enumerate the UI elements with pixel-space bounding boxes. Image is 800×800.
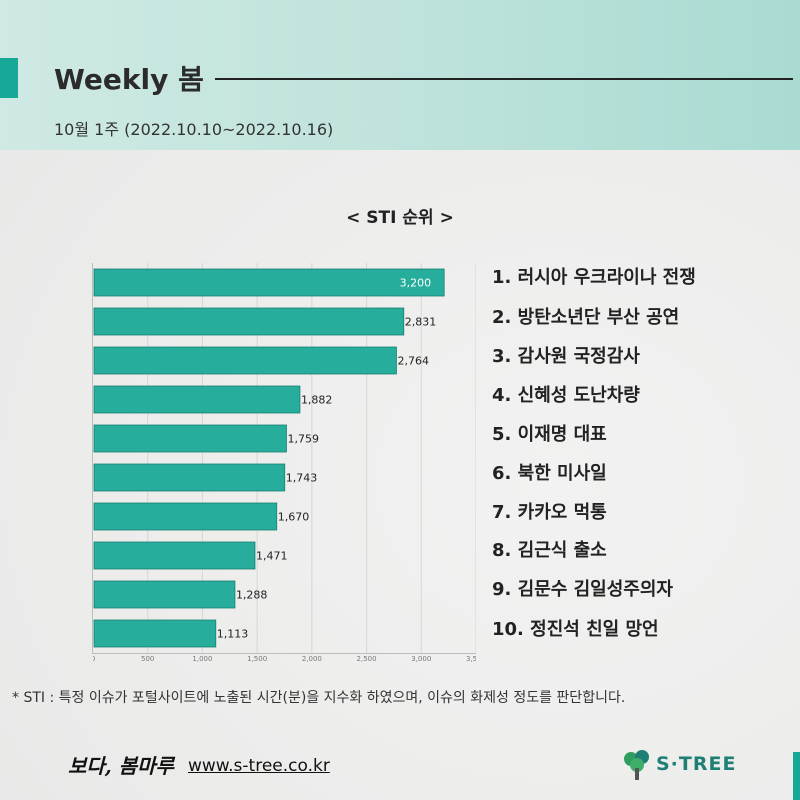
- title-divider: [215, 78, 793, 80]
- bar: [93, 268, 445, 297]
- bar: [93, 580, 236, 609]
- bar-value-label: 1,670: [278, 511, 310, 524]
- bar-value-label: 3,200: [400, 277, 432, 290]
- x-tick-label: 1,000: [192, 655, 212, 663]
- rank-item: 2. 방탄소년단 부산 공연: [492, 307, 680, 328]
- rank-item: 4. 신혜성 도난차량: [492, 385, 640, 406]
- title-accent-bar: [0, 58, 18, 98]
- footnote: * STI : 특정 이슈가 포털사이트에 노출된 시간(분)을 지수화 하였으…: [12, 690, 626, 706]
- header-band: [0, 0, 800, 150]
- bar: [93, 307, 405, 336]
- x-tick-label: 500: [141, 655, 154, 663]
- logo-text: S·TREE: [656, 753, 737, 775]
- bar-value-label: 2,764: [397, 355, 429, 368]
- bar: [93, 346, 397, 375]
- subtitle-range: (2022.10.10~2022.10.16): [124, 120, 334, 139]
- tree-icon: [624, 750, 649, 780]
- brand-script-logo: 보다, 봄마루: [68, 754, 174, 778]
- rank-item: 6. 북한 미사일: [492, 463, 607, 484]
- x-tick-label: 0: [93, 655, 95, 663]
- rank-item: 3. 감사원 국정감사: [492, 346, 640, 367]
- bar-value-label: 1,471: [256, 550, 288, 563]
- bar-chart-svg: 0 500 1,000 1,500 2,000 2,500 3,000 3,500 3,200 2…: [93, 263, 476, 663]
- bar: [93, 619, 217, 648]
- x-tick-label: 2,500: [357, 655, 377, 663]
- subtitle-week: 10월 1주: [54, 120, 120, 139]
- bar: [93, 385, 301, 414]
- bar: [93, 541, 256, 570]
- bar: [93, 424, 287, 453]
- rank-item: 7. 카카오 먹통: [492, 502, 607, 523]
- x-tick-label: 2,000: [302, 655, 322, 663]
- x-tick-label: 1,500: [247, 655, 267, 663]
- bar-value-label: 2,831: [405, 316, 437, 329]
- bar: [93, 463, 286, 492]
- page-subtitle: 10월 1주 (2022.10.10~2022.10.16): [54, 116, 333, 140]
- website-link[interactable]: www.s-tree.co.kr: [188, 756, 330, 776]
- rank-item: 1. 러시아 우크라이나 전쟁: [492, 267, 696, 288]
- bar-value-label: 1,743: [286, 472, 318, 485]
- bar: [93, 502, 278, 531]
- x-tick-label: 3,000: [411, 655, 431, 663]
- bar-chart: 0 500 1,000 1,500 2,000 2,500 3,000 3,500 3,200 2…: [92, 263, 476, 663]
- rank-item: 9. 김문수 김일성주의자: [492, 579, 673, 600]
- rank-item: 8. 김근식 출소: [492, 540, 607, 561]
- bar-value-label: 1,288: [236, 589, 268, 602]
- bar-value-label: 1,113: [217, 628, 249, 641]
- bar-value-label: 1,759: [287, 433, 319, 446]
- chart-title: < STI 순위 >: [346, 208, 454, 228]
- bar-value-label: 1,882: [301, 394, 333, 407]
- page-title: Weekly 봄: [54, 63, 204, 96]
- corner-accent: [793, 752, 800, 800]
- rank-item: 10. 정진석 친일 망언: [492, 619, 659, 640]
- rank-item: 5. 이재명 대표: [492, 424, 607, 445]
- x-tick-label: 3,500: [466, 655, 476, 663]
